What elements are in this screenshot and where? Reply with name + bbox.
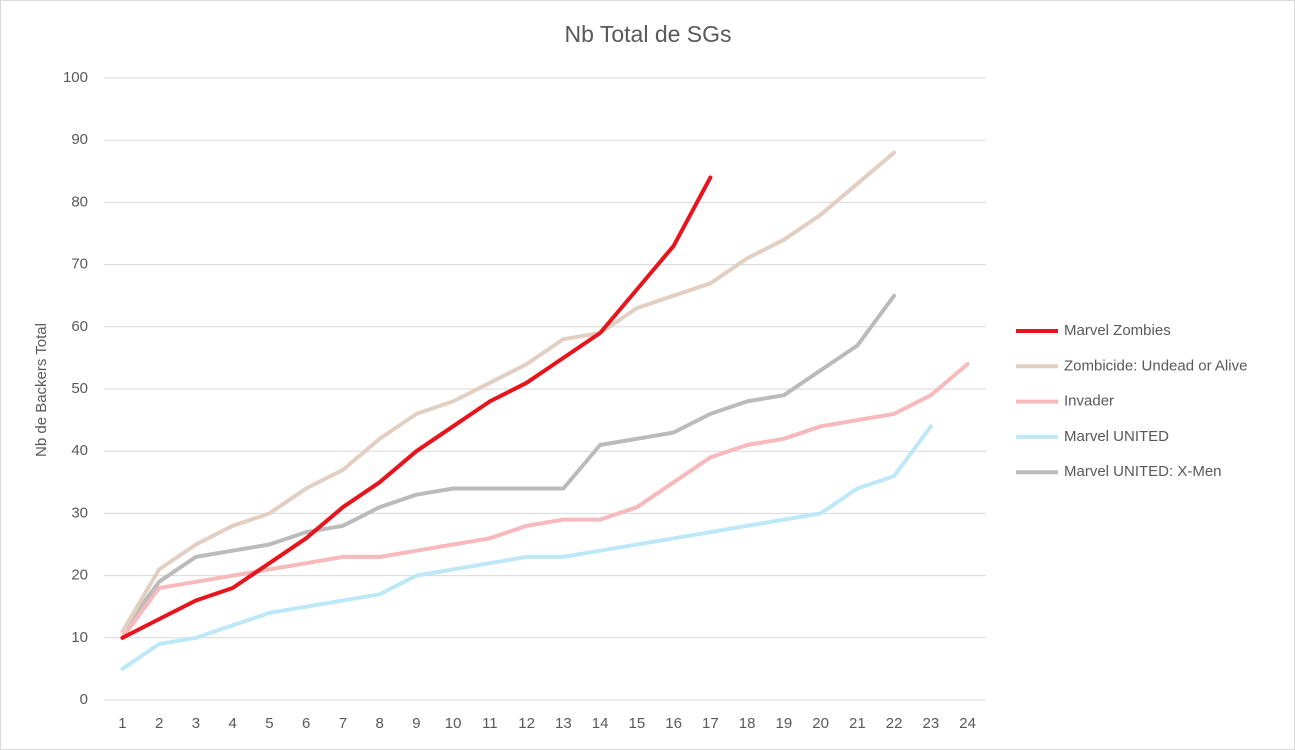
- x-tick-label: 22: [886, 715, 903, 732]
- x-tick-label: 6: [302, 715, 310, 732]
- x-tick-label: 4: [228, 715, 236, 732]
- y-tick-label: 90: [71, 131, 88, 148]
- series-line: [120, 362, 970, 640]
- x-tick-label: 24: [959, 715, 976, 732]
- y-tick-label: 10: [71, 629, 88, 646]
- y-axis-label: Nb de Backers Total: [33, 323, 50, 457]
- x-tick-label: 3: [192, 715, 200, 732]
- x-tick-label: 14: [592, 715, 609, 732]
- y-tick-label: 40: [71, 442, 88, 459]
- legend-label: Marvel UNITED: [1064, 428, 1169, 445]
- legend-label: Marvel UNITED: X-Men: [1064, 463, 1222, 480]
- legend-label: Marvel Zombies: [1064, 322, 1171, 339]
- x-tick-label: 7: [339, 715, 347, 732]
- y-tick-label: 70: [71, 256, 88, 273]
- x-tick-label: 13: [555, 715, 572, 732]
- x-tick-label: 8: [375, 715, 383, 732]
- y-tick-label: 20: [71, 567, 88, 584]
- legend-label: Invader: [1064, 393, 1114, 410]
- x-tick-label: 18: [739, 715, 756, 732]
- x-tick-label: 17: [702, 715, 719, 732]
- x-tick-label: 11: [482, 715, 498, 732]
- x-tick-label: 10: [445, 715, 462, 732]
- y-tick-label: 50: [71, 380, 88, 397]
- x-tick-label: 2: [155, 715, 163, 732]
- y-tick-label: 100: [63, 69, 88, 86]
- x-tick-label: 15: [629, 715, 646, 732]
- legend-label: Zombicide: Undead or Alive: [1064, 357, 1247, 374]
- x-tick-label: 5: [265, 715, 273, 732]
- y-tick-label: 80: [71, 193, 88, 210]
- x-tick-label: 21: [849, 715, 866, 732]
- x-tick-label: 1: [118, 715, 126, 732]
- y-tick-label: 30: [71, 504, 88, 521]
- x-tick-label: 16: [665, 715, 682, 732]
- series-line: [120, 424, 933, 671]
- y-tick-label: 60: [71, 318, 88, 335]
- x-tick-label: 9: [412, 715, 420, 732]
- x-tick-label: 19: [776, 715, 793, 732]
- series-line: [120, 175, 713, 640]
- series-line: [120, 150, 897, 634]
- y-tick-label: 0: [80, 691, 88, 708]
- x-tick-label: 23: [923, 715, 940, 732]
- x-tick-label: 20: [812, 715, 829, 732]
- series-line: [120, 293, 897, 634]
- x-tick-label: 12: [518, 715, 535, 732]
- chart-title: Nb Total de SGs: [564, 21, 731, 47]
